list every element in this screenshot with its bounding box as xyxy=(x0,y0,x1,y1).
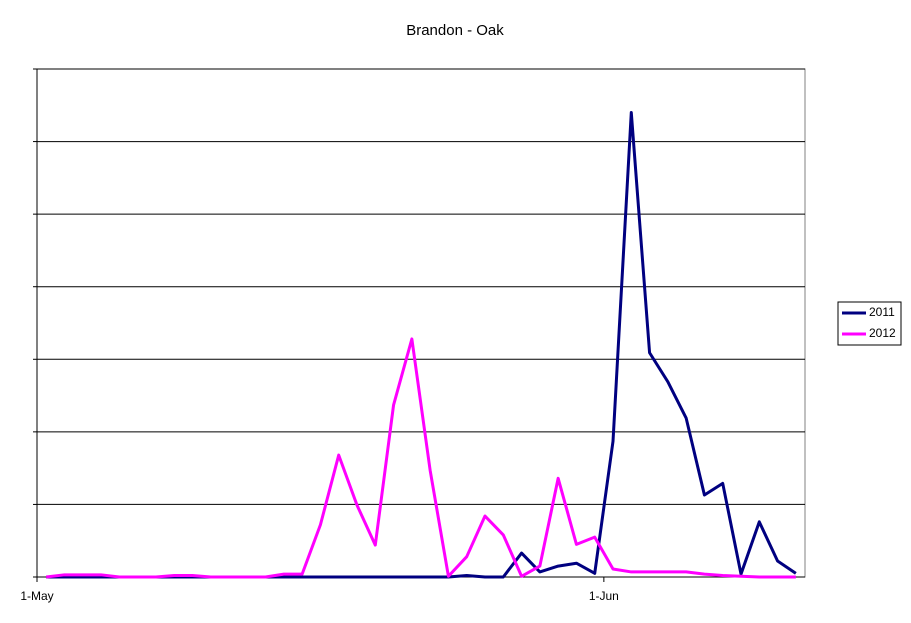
chart-title: Brandon - Oak xyxy=(406,22,504,39)
plot-area xyxy=(36,68,806,578)
x-tick-label: 1-May xyxy=(20,589,53,603)
x-tick-label: 1-Jun xyxy=(589,589,619,603)
legend-label: 2012 xyxy=(869,326,896,340)
series-line xyxy=(45,337,796,579)
legend xyxy=(837,301,902,346)
legend-label: 2011 xyxy=(869,305,895,319)
